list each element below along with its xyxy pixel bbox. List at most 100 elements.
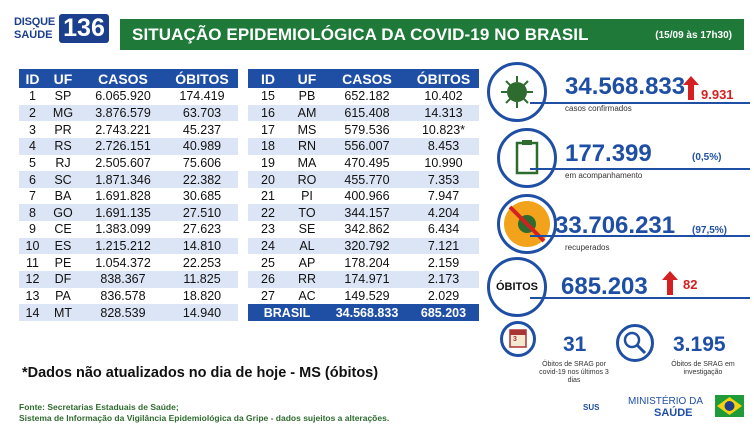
cell-uf: MG <box>46 104 80 122</box>
cell-casos: 3.876.579 <box>80 104 166 122</box>
table-row: 27 AC 149.529 2.029 <box>248 287 479 305</box>
cell-casos: 838.367 <box>80 271 166 288</box>
cell-casos: 579.536 <box>326 121 408 138</box>
recovered-virus-icon <box>497 194 557 254</box>
cell-casos: 556.007 <box>326 137 408 155</box>
report-date: (15/09 às 17h30) <box>655 30 732 41</box>
table-row: 23 SE 342.862 6.434 <box>248 221 479 238</box>
cell-obitos: 18.820 <box>166 287 238 305</box>
cell-uf: PR <box>46 121 80 138</box>
cell-uf: AC <box>288 287 326 305</box>
cell-uf: SE <box>288 221 326 238</box>
cell-id: 21 <box>248 187 288 205</box>
table-row: 15 PB 652.182 10.402 <box>248 88 479 105</box>
cell-id: 4 <box>19 137 46 155</box>
cell-id: 2 <box>19 104 46 122</box>
cell-casos: 344.157 <box>326 204 408 222</box>
footnote: *Dados não atualizados no dia de hoje - … <box>22 365 379 381</box>
cell-uf: GO <box>46 204 80 222</box>
table-row: 9 CE 1.383.099 27.623 <box>19 221 238 238</box>
logo-line2: SAÚDE <box>14 29 53 41</box>
cell-uf: ES <box>46 237 80 255</box>
sus-logo: SUS <box>583 403 600 412</box>
cell-obitos: 11.825 <box>166 271 238 288</box>
obitos-increase: 82 <box>683 277 698 292</box>
cell-id: 5 <box>19 154 46 172</box>
total-label: BRASIL <box>248 304 326 321</box>
cell-casos: 455.770 <box>326 171 408 188</box>
cell-id: 12 <box>19 271 46 288</box>
cell-uf: RR <box>288 271 326 288</box>
cell-id: 20 <box>248 171 288 188</box>
cell-obitos: 174.419 <box>166 88 238 105</box>
logo-line1: DISQUE <box>14 16 55 28</box>
cell-casos: 615.408 <box>326 104 408 122</box>
confirmados-increase: 9.931 <box>701 87 734 102</box>
cell-id: 14 <box>19 304 46 321</box>
cell-uf: MT <box>46 304 80 321</box>
col-header-id: ID <box>19 69 46 88</box>
acompanhamento-pct: (0,5%) <box>692 152 722 163</box>
title-bar: SITUAÇÃO EPIDEMIOLÓGICA DA COVID-19 NO B… <box>120 19 744 50</box>
cell-id: 6 <box>19 171 46 188</box>
table-row: 4 RS 2.726.151 40.989 <box>19 137 238 155</box>
acompanhamento-value: 177.399 <box>565 140 652 167</box>
cell-obitos: 2.173 <box>408 271 479 288</box>
cell-uf: PE <box>46 254 80 272</box>
cell-obitos: 22.382 <box>166 171 238 188</box>
cell-id: 3 <box>19 121 46 138</box>
cell-casos: 178.204 <box>326 254 408 272</box>
cell-id: 13 <box>19 287 46 305</box>
cell-uf: CE <box>46 221 80 238</box>
table-row: 7 BA 1.691.828 30.685 <box>19 187 238 205</box>
table-row: 1 SP 6.065.920 174.419 <box>19 88 238 105</box>
cell-casos: 1.054.372 <box>80 254 166 272</box>
saude-label: SAÚDE <box>654 407 693 419</box>
cell-id: 16 <box>248 104 288 122</box>
cell-obitos: 8.453 <box>408 137 479 155</box>
cell-casos: 2.726.151 <box>80 137 166 155</box>
cell-obitos: 27.623 <box>166 221 238 238</box>
table-row: 6 SC 1.871.346 22.382 <box>19 171 238 188</box>
cell-obitos: 30.685 <box>166 187 238 205</box>
virus-icon <box>487 62 547 122</box>
cell-casos: 400.966 <box>326 187 408 205</box>
cell-id: 23 <box>248 221 288 238</box>
cell-casos: 836.578 <box>80 287 166 305</box>
cell-id: 24 <box>248 237 288 255</box>
cell-obitos: 40.989 <box>166 137 238 155</box>
divider <box>530 168 750 170</box>
clipboard-icon <box>497 128 557 188</box>
total-obitos: 685.203 <box>408 304 479 321</box>
col-header-obitos: ÓBITOS <box>166 69 238 88</box>
cell-casos: 342.862 <box>326 221 408 238</box>
cell-uf: AL <box>288 237 326 255</box>
srag-3dias-value: 31 <box>563 333 587 356</box>
cell-uf: MA <box>288 154 326 172</box>
cell-uf: BA <box>46 187 80 205</box>
up-arrow-icon <box>662 271 678 295</box>
cell-id: 18 <box>248 137 288 155</box>
source-line2: Sistema de Informação da Vigilância Epid… <box>19 413 390 423</box>
table-row: 5 RJ 2.505.607 75.606 <box>19 154 238 172</box>
table-row: 22 TO 344.157 4.204 <box>248 204 479 222</box>
cell-uf: PA <box>46 287 80 305</box>
cell-uf: RO <box>288 171 326 188</box>
col-header-uf: UF <box>288 69 326 88</box>
col-header-id: ID <box>248 69 288 88</box>
cell-obitos: 75.606 <box>166 154 238 172</box>
col-header-casos: CASOS <box>80 69 166 88</box>
cell-id: 11 <box>19 254 46 272</box>
obitos-value: 685.203 <box>561 273 648 300</box>
table-row: 19 MA 470.495 10.990 <box>248 154 479 172</box>
recuperados-label: recuperados <box>565 243 610 252</box>
srag-investigacao-value: 3.195 <box>673 333 726 356</box>
cell-obitos: 45.237 <box>166 121 238 138</box>
cell-uf: AM <box>288 104 326 122</box>
divider <box>530 235 750 237</box>
cell-uf: AP <box>288 254 326 272</box>
table-row: 11 PE 1.054.372 22.253 <box>19 254 238 272</box>
cell-obitos: 63.703 <box>166 104 238 122</box>
cell-casos: 1.871.346 <box>80 171 166 188</box>
cell-obitos: 7.353 <box>408 171 479 188</box>
